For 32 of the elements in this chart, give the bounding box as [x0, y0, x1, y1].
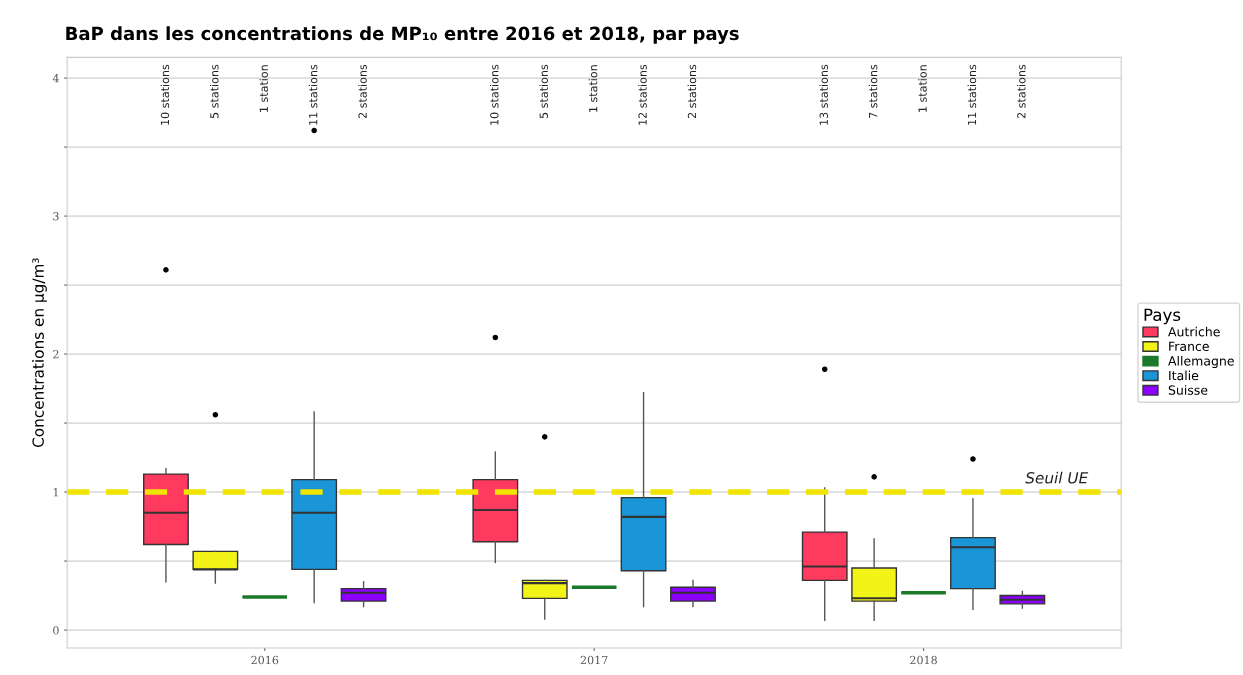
annotation: 2 stations	[358, 64, 367, 119]
y-tick-label: 4	[52, 74, 59, 83]
annotation: 5 stations	[209, 64, 219, 119]
y-tick-label: 0	[53, 626, 59, 635]
annotation: 1 station	[588, 65, 598, 112]
legend-title: Pays	[1144, 308, 1181, 325]
annotation: 13 stations	[819, 64, 828, 125]
annotation: 7 stations	[868, 64, 878, 118]
annotation: 11 stations	[308, 64, 318, 125]
x-tick-label: 2016	[251, 655, 279, 665]
annotation: 2 stations	[687, 64, 697, 119]
annotation: 10 stations	[489, 64, 499, 125]
legend-label: Italie	[1169, 370, 1199, 381]
annotation: 1 station	[259, 65, 268, 112]
annotation: 1 station	[918, 65, 927, 112]
legend-label: Allemagne	[1168, 355, 1234, 369]
y-axis-title: Concentrations en µg/m³	[32, 258, 47, 448]
x-tick-label: 2017	[580, 655, 608, 665]
annotation: 12 stations	[638, 64, 647, 125]
legend-label: Suisse	[1168, 385, 1208, 395]
y-tick-label: 1	[53, 488, 58, 497]
annotation: 2 stations	[1016, 64, 1026, 119]
legend-label: Autriche	[1168, 326, 1220, 337]
chart-title: BaP dans les concentrations de MP₁₀ entre 2016 et 2018, par pays	[66, 26, 739, 44]
y-tick-label: 2	[53, 350, 59, 359]
legend-label: France	[1169, 341, 1209, 352]
y-tick-label: 3	[53, 212, 59, 221]
annotation: 10 stations	[160, 64, 170, 125]
annotation: 11 stations	[967, 64, 977, 125]
annotation: 5 stations	[539, 64, 548, 119]
x-tick-label: 2018	[910, 655, 937, 665]
ref-line-label: Seuil UE	[1025, 471, 1089, 484]
